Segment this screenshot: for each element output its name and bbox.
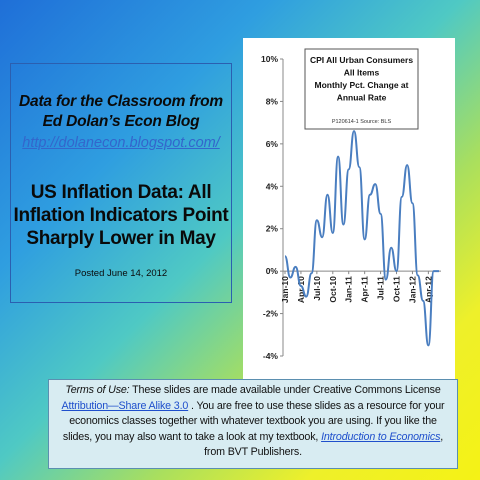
y-tick-label: 6% <box>266 139 279 149</box>
chart-title-line: All Items <box>344 68 380 78</box>
chart-title-line: Annual Rate <box>337 93 387 103</box>
y-tick-label: 2% <box>266 224 279 234</box>
y-tick-label: -4% <box>263 351 279 361</box>
terms-text-3: , from BVT Publishers. <box>204 430 444 459</box>
terms-text-1: These slides are made available under Cr… <box>129 384 441 396</box>
textbook-link[interactable]: Introduction to Economics <box>321 430 441 443</box>
x-tick-label: Jan-10 <box>280 276 290 303</box>
terms-label: Terms of Use: <box>65 384 130 396</box>
x-tick-label: Oct-11 <box>392 276 402 302</box>
title-panel: Data for the Classroom from Ed Dolan’s E… <box>10 63 232 303</box>
headline: US Inflation Data: All Inflation Indicat… <box>11 181 231 250</box>
blog-title-line1: Data for the Classroom from <box>19 93 223 110</box>
blog-title: Data for the Classroom from Ed Dolan’s E… <box>11 92 231 132</box>
cpi-chart: 10% 8% 6% 4% 2% 0% -2% -4% Jan-10 Apr-10 Jul-10 Oct… <box>243 38 455 379</box>
blog-url-link[interactable]: http://dolanecon.blogspot.com/ <box>22 135 220 151</box>
headline-line3: Sharply Lower in May <box>26 228 216 249</box>
headline-line2: Inflation Indicators Point <box>13 205 229 226</box>
x-tick-label: Jul-10 <box>312 276 322 301</box>
chart-source-note: P120614-1 Source: BLS <box>332 119 392 125</box>
cpi-chart-svg: 10% 8% 6% 4% 2% 0% -2% -4% Jan-10 Apr-10 Jul-10 Oct… <box>261 48 441 361</box>
y-tick-label: 8% <box>266 96 279 106</box>
chart-title-line: CPI All Urban Consumers <box>310 55 413 65</box>
y-tick-label: 4% <box>266 181 279 191</box>
cpi-series-line <box>284 130 439 347</box>
terms-of-use: Terms of Use: These slides are made avai… <box>48 379 458 469</box>
y-tick-label: -2% <box>263 309 279 319</box>
y-tick-label: 0% <box>266 266 279 276</box>
chart-title-box <box>304 48 419 130</box>
license-link[interactable]: Attribution—Share Alike 3.0 <box>61 399 189 412</box>
blog-title-line2: Ed Dolan’s Econ Blog <box>42 113 200 130</box>
x-tick-label: Apr-12 <box>423 276 433 303</box>
y-tick-label: 10% <box>261 54 278 64</box>
chart-title-line: Monthly Pct. Change at <box>315 80 409 90</box>
x-tick-label: Apr-11 <box>360 276 370 303</box>
x-tick-label: Oct-10 <box>328 276 338 303</box>
x-tick-label: Apr-10 <box>296 276 306 303</box>
x-tick-label: Jan-11 <box>344 276 354 303</box>
x-tick-label: Jan-12 <box>407 276 417 303</box>
terms-text-2: . You are free to use these slides as a … <box>62 399 445 443</box>
posted-date: Posted June 14, 2012 <box>74 268 168 279</box>
headline-line1: US Inflation Data: All <box>30 182 212 203</box>
x-tick-label: Jul-11 <box>376 276 386 300</box>
